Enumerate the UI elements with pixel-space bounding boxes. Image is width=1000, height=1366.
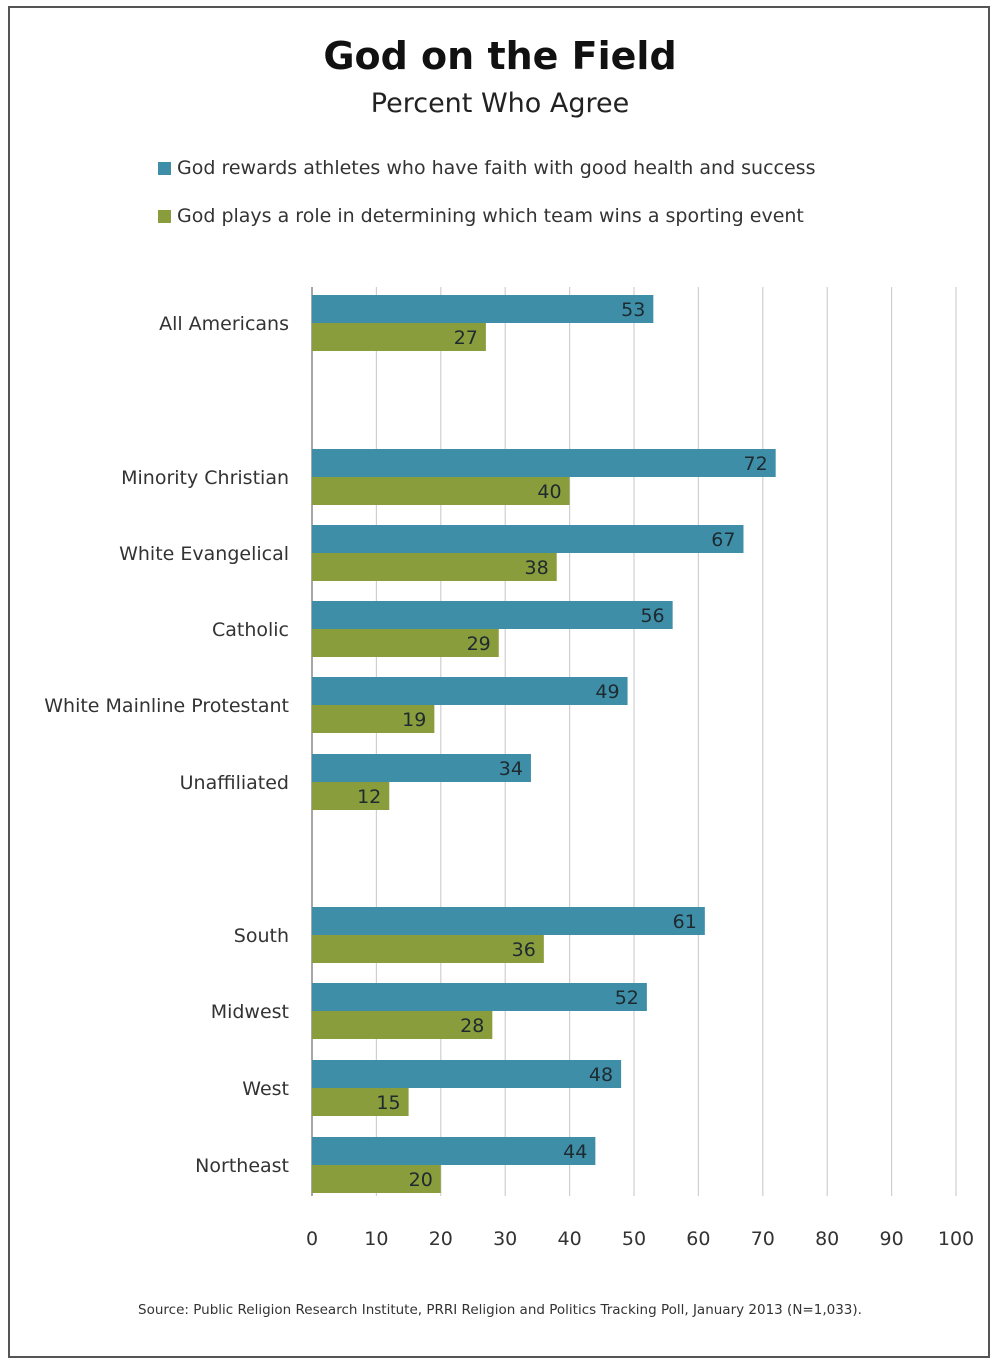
bar-rewards [312,525,744,553]
bar-rewards [312,754,531,782]
data-label: 19 [402,709,426,731]
bar-role [312,782,390,810]
bar-rewards [312,1137,596,1165]
x-tick-label: 50 [622,1228,646,1250]
bar-rewards [312,601,673,629]
bar-role [312,935,544,963]
category-label: South [234,925,289,947]
chart-title: God on the Field [323,34,677,78]
bar-role [312,629,499,657]
bars: 53 27 72 40 67 38 56 29 49 19 34 12 61 36 52 28 48 15 44 20 [312,295,776,1193]
data-label: 38 [525,557,549,579]
data-label: 67 [711,529,735,551]
x-tick-label: 60 [686,1228,710,1250]
data-label: 72 [743,453,767,475]
data-label: 15 [376,1092,400,1114]
category-label: Catholic [212,619,289,641]
bar-rewards [312,677,628,705]
data-label: 44 [563,1141,587,1163]
bar-rewards [312,295,654,323]
data-label: 34 [499,758,523,780]
bar-rewards [312,907,705,935]
data-label: 52 [615,987,639,1009]
gridlines [311,287,957,1196]
x-tick-label: 70 [751,1228,775,1250]
data-label: 56 [640,605,664,627]
data-label: 27 [454,327,478,349]
x-tick-label: 20 [429,1228,453,1250]
x-tick-label: 30 [493,1228,517,1250]
bar-role [312,1088,409,1116]
bar-role [312,705,435,733]
bar-role [312,1165,441,1193]
legend-label-role: God plays a role in determining which te… [177,205,804,227]
category-labels: All Americans Minority Christian White Eva… [44,313,289,1177]
bar-role [312,1011,493,1039]
data-label: 61 [673,911,697,933]
x-tick-label: 40 [558,1228,582,1250]
bar-rewards [312,449,776,477]
category-label: Unaffiliated [180,772,289,794]
legend-swatch-role [158,209,171,223]
data-label: 20 [409,1169,433,1191]
data-label: 49 [595,681,619,703]
category-label: Midwest [211,1001,289,1023]
bar-rewards [312,1060,622,1088]
category-label: White Evangelical [119,543,289,565]
bar-role [312,323,486,351]
bar-role [312,477,570,505]
x-tick-label: 10 [364,1228,388,1250]
data-label: 12 [357,786,381,808]
data-label: 28 [460,1015,484,1037]
bar-role [312,553,557,581]
x-tick-label: 0 [306,1228,318,1250]
data-label: 53 [621,299,645,321]
category-label: Northeast [195,1155,289,1177]
category-label: West [242,1078,289,1100]
legend-item-role: God plays a role in determining which te… [158,204,804,228]
x-tick-label: 90 [880,1228,904,1250]
x-tick-label: 80 [815,1228,839,1250]
x-tick-label: 100 [938,1228,974,1250]
data-label: 36 [512,939,536,961]
source-note: Source: Public Religion Research Institu… [138,1302,862,1318]
legend-swatch-rewards [158,161,171,175]
category-label: Minority Christian [121,467,289,489]
data-label: 40 [537,481,561,503]
category-label: White Mainline Protestant [44,695,289,717]
category-label: All Americans [159,313,289,335]
legend-item-rewards: God rewards athletes who have faith with… [158,156,815,180]
data-label: 29 [467,633,491,655]
chart-subtitle: Percent Who Agree [370,88,630,119]
bar-rewards [312,983,647,1011]
legend-label-rewards: God rewards athletes who have faith with… [177,157,816,179]
x-axis-ticks: 0 10 20 30 40 50 60 70 80 90 100 [306,1228,974,1250]
data-label: 48 [589,1064,613,1086]
